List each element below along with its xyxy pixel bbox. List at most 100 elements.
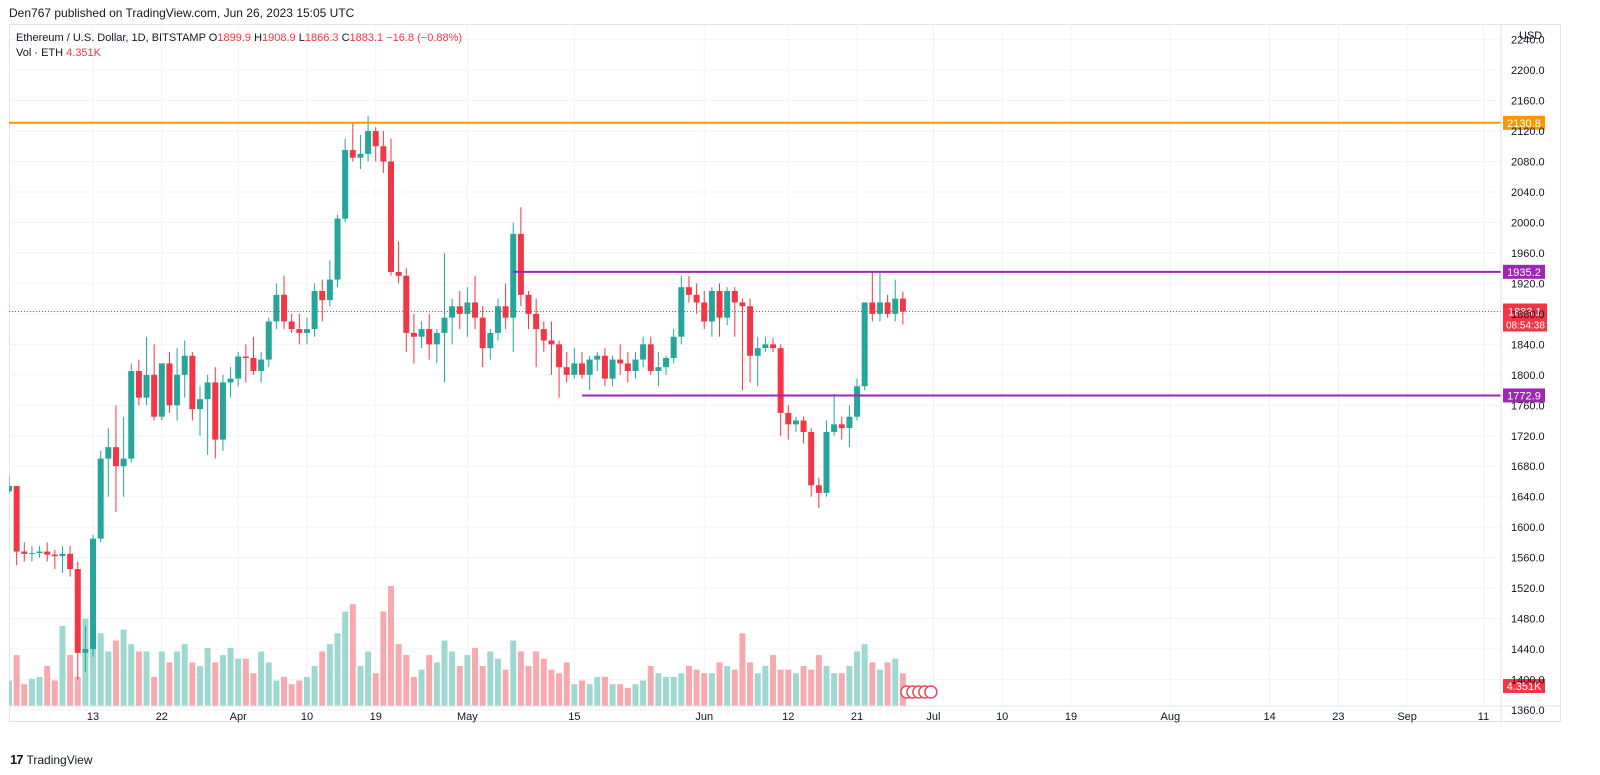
purple-support-price-tag [1503,388,1545,403]
candle-body [785,412,792,425]
candle-body [731,291,738,303]
candle-body [197,399,203,410]
volume-bar [754,673,761,706]
candle [510,222,517,352]
candle [242,344,249,383]
candle-body [708,291,715,322]
x-tick-label: 19 [370,711,382,723]
volume-bar [250,673,257,706]
volume-bar [349,604,356,706]
candle [586,355,593,391]
volume-bar [242,658,249,706]
purple-resistance-price-label: 1935.2 [1507,267,1541,279]
volume-bar [479,666,486,706]
volume-bar [854,651,861,706]
candle [349,123,356,162]
orange-resistance-price-label: 2130.8 [1507,118,1541,130]
candle [258,351,265,383]
candle-body [36,551,43,554]
candle [647,336,654,375]
candle-body [479,317,486,349]
candle [449,298,456,345]
candle [624,351,631,383]
volume-bar [143,651,150,706]
y-tick-label: 1400.0 [1511,675,1545,687]
volume-bar [708,673,715,706]
y-tick-label: 2120.0 [1511,126,1545,138]
candle-body [410,332,417,337]
y-tick-label: 2000.0 [1511,217,1545,229]
volume-bar [342,611,349,706]
candle [617,344,624,375]
y-tick-label: 1960.0 [1511,248,1545,260]
grid-lines [9,24,1501,711]
volume-bar [747,662,754,706]
candle [235,351,242,387]
volume-bar [670,676,677,706]
volume-bar [112,640,119,706]
candle-body [846,416,853,429]
candle [571,348,578,379]
volume-bar [846,666,853,706]
candle [151,344,158,421]
candle [357,134,364,170]
candle [112,405,119,512]
candle-body [601,355,608,379]
candle [770,338,776,352]
candles [9,115,906,680]
candle-body [487,332,494,349]
candle-body [724,291,731,318]
volume-bar [861,644,868,706]
y-tick-label: 1680.0 [1511,461,1545,473]
candle [67,546,74,577]
volume-bar [762,666,769,706]
volume-bar [326,644,333,706]
candle-body [502,306,509,318]
candle [334,214,341,288]
candle [601,348,608,387]
volume-bar [449,651,456,706]
x-tick-label: 14 [1263,711,1275,723]
candle-body [525,294,532,314]
candle-body [349,150,356,158]
candle-body [548,340,555,345]
event-markers [900,685,938,699]
y-tick-label: 1480.0 [1511,614,1545,626]
x-tick-label: Aug [1160,711,1180,723]
volume-bar [319,651,326,706]
footer-brand[interactable]: 17 TradingView [10,752,93,767]
candle-body [334,218,341,280]
volume-bar [533,651,540,706]
volume-bar [731,669,738,706]
candle-body [143,374,150,398]
candle-body [594,355,601,360]
candle [403,268,410,352]
candle [785,405,792,440]
volume-bar [410,676,417,706]
x-tick-label: 12 [782,711,794,723]
candle [13,486,20,566]
volume-bar [472,647,479,706]
time-axis: 13 22 Apr 10 19 May 15 Jun 12 21 Jul 10 19 Aug 14 23 Sep… [9,705,1561,723]
candle-body [831,424,838,432]
candle [846,405,853,448]
price-chart[interactable]: 2130.8 1935.2 1772.9 1883.1 08:54:38 4.351K U… [9,24,1561,724]
volume-bar [655,673,662,706]
volume-bar [433,662,440,706]
volume-bar [426,655,433,706]
candle [655,351,662,387]
y-tick-label: 1720.0 [1511,431,1545,443]
candle [51,550,58,570]
y-tick-label: 1440.0 [1511,644,1545,656]
candle-body [579,363,585,375]
candle [97,450,104,543]
candle-body [326,279,333,301]
volume-bar [189,662,196,706]
candle [36,546,43,558]
candle-body [647,344,654,371]
y-tick-label: 1920.0 [1511,278,1545,290]
candle [227,367,234,398]
candle [189,351,196,421]
candle-body [869,302,876,314]
candle-body [288,321,295,330]
